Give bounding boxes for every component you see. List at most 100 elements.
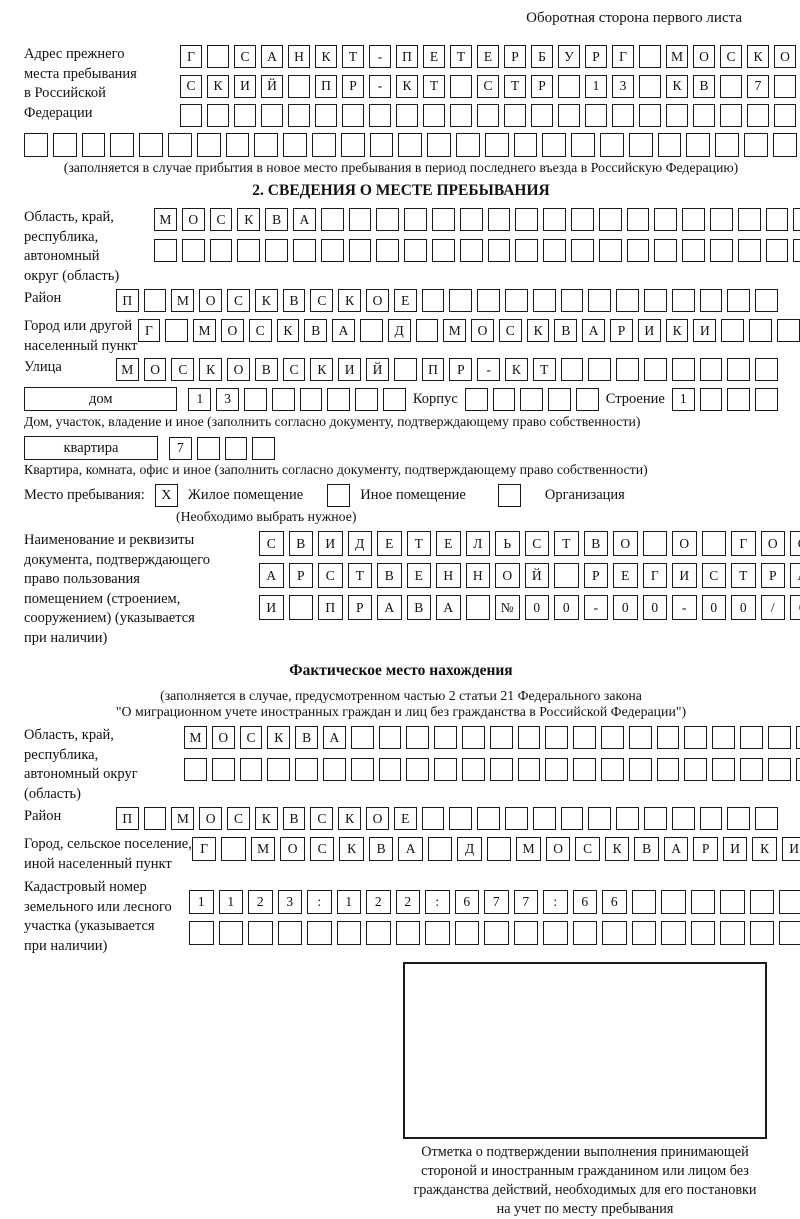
char-cell[interactable] [395, 921, 420, 945]
char-cell[interactable] [218, 921, 243, 945]
char-cell[interactable] [755, 807, 778, 830]
char-cell[interactable]: С [209, 208, 233, 231]
char-cell[interactable] [393, 358, 417, 381]
char-cell[interactable] [336, 921, 361, 945]
char-cell[interactable] [545, 758, 569, 781]
char-cell[interactable] [404, 208, 427, 231]
char-cell[interactable]: 7 [169, 436, 192, 460]
char-cell[interactable]: П [396, 45, 418, 68]
char-cell[interactable]: Т [450, 45, 472, 68]
char-cell[interactable]: М [171, 807, 195, 830]
checkbox-inoe[interactable] [327, 484, 351, 507]
char-cell[interactable]: 7 [747, 74, 769, 98]
char-cell[interactable] [543, 208, 566, 231]
char-cell[interactable] [542, 133, 567, 157]
char-cell[interactable] [234, 104, 256, 127]
char-cell[interactable]: А [436, 595, 461, 620]
char-cell[interactable]: Г [137, 319, 161, 342]
char-cell[interactable] [477, 104, 499, 127]
char-cell[interactable] [531, 104, 553, 127]
char-cell[interactable] [454, 921, 479, 945]
char-cell[interactable]: Р [347, 595, 372, 620]
char-cell[interactable]: 7 [513, 890, 538, 914]
char-cell[interactable] [626, 208, 650, 231]
char-cell[interactable] [515, 208, 539, 231]
char-cell[interactable] [693, 104, 715, 127]
char-cell[interactable] [699, 807, 723, 830]
char-cell[interactable]: А [398, 837, 423, 861]
char-cell[interactable] [369, 133, 394, 157]
char-cell[interactable] [686, 133, 711, 157]
char-cell[interactable]: К [254, 289, 278, 312]
char-cell[interactable] [572, 921, 597, 945]
char-cell[interactable] [793, 239, 800, 262]
char-cell[interactable] [209, 239, 233, 262]
char-cell[interactable]: К [338, 807, 362, 830]
prev-address-row-4[interactable] [24, 133, 797, 157]
char-cell[interactable] [727, 807, 751, 830]
char-cell[interactable]: О [227, 358, 250, 381]
char-cell[interactable] [571, 133, 595, 157]
char-cell[interactable]: 3 [277, 890, 302, 914]
char-cell[interactable] [307, 921, 332, 945]
char-cell[interactable] [599, 133, 624, 157]
char-cell[interactable] [721, 319, 745, 342]
char-cell[interactable]: 7 [484, 890, 509, 914]
char-cell[interactable]: С [259, 531, 284, 556]
char-cell[interactable] [434, 758, 457, 781]
char-cell[interactable]: И [259, 595, 284, 620]
char-cell[interactable] [464, 387, 488, 411]
char-cell[interactable]: Е [393, 807, 417, 830]
char-cell[interactable] [616, 289, 640, 312]
char-cell[interactable] [196, 133, 221, 157]
char-cell[interactable] [350, 758, 374, 781]
char-cell[interactable] [110, 133, 135, 157]
char-cell[interactable]: С [310, 807, 334, 830]
char-cell[interactable]: М [666, 45, 688, 68]
char-cell[interactable] [224, 436, 248, 460]
char-cell[interactable] [749, 921, 774, 945]
char-cell[interactable] [747, 104, 769, 127]
char-cell[interactable]: В [377, 563, 402, 588]
char-cell[interactable] [654, 208, 678, 231]
char-cell[interactable] [749, 319, 772, 342]
char-cell[interactable]: 1 [671, 387, 695, 411]
char-cell[interactable] [644, 289, 667, 312]
char-cell[interactable]: Е [477, 45, 499, 68]
char-cell[interactable] [244, 387, 267, 411]
char-cell[interactable]: А [322, 726, 346, 749]
char-cell[interactable]: С [234, 45, 256, 68]
char-cell[interactable]: Е [613, 563, 638, 588]
char-cell[interactable]: К [237, 208, 261, 231]
char-cell[interactable]: Е [436, 531, 461, 556]
char-cell[interactable]: С [282, 358, 306, 381]
char-cell[interactable] [671, 807, 695, 830]
char-cell[interactable] [600, 758, 624, 781]
char-cell[interactable]: К [276, 319, 300, 342]
char-cell[interactable] [415, 319, 439, 342]
char-cell[interactable]: Й [524, 563, 549, 588]
char-cell[interactable] [545, 726, 569, 749]
checkbox-organizaciya[interactable] [497, 484, 521, 507]
char-cell[interactable] [288, 595, 313, 620]
char-cell[interactable] [376, 239, 400, 262]
char-cell[interactable]: О [143, 358, 167, 381]
char-cell[interactable]: Г [612, 45, 634, 68]
char-cell[interactable] [484, 133, 509, 157]
char-cell[interactable] [248, 921, 273, 945]
char-cell[interactable] [265, 239, 288, 262]
document-row-1[interactable]: СВИДЕТЕЛЬСТВООГОСУД [259, 531, 800, 556]
char-cell[interactable]: С [180, 74, 202, 98]
char-cell[interactable]: С [477, 74, 499, 98]
char-cell[interactable] [423, 104, 445, 127]
char-cell[interactable] [421, 807, 445, 830]
char-cell[interactable] [699, 387, 723, 411]
char-cell[interactable] [588, 807, 612, 830]
char-cell[interactable] [487, 239, 511, 262]
